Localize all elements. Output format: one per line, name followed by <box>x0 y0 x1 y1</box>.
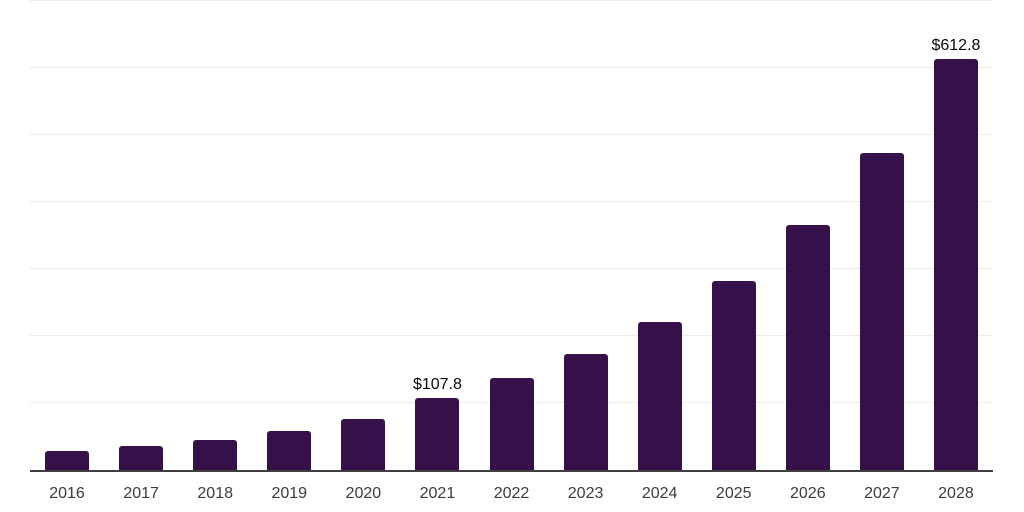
bar-2027 <box>859 152 904 470</box>
gridline-y500 <box>30 134 993 135</box>
gridline-y300 <box>30 268 993 269</box>
x-tick-label-2017: 2017 <box>123 485 159 502</box>
bar-2016 <box>45 450 90 470</box>
x-tick-label-2024: 2024 <box>641 485 678 502</box>
bar-2022 <box>489 378 534 470</box>
gridline-y400 <box>30 201 993 202</box>
x-tick-label-2019: 2019 <box>271 485 308 502</box>
bar-2020 <box>341 419 386 470</box>
x-tick-label-2021: 2021 <box>419 485 456 502</box>
bar-2021 <box>415 397 460 470</box>
x-axis-line <box>30 470 993 472</box>
plot-area: 2016 2017 2018 2019 2020 $107.8 2021 2022 2023 20… <box>30 0 993 502</box>
x-tick-label-2027: 2027 <box>864 485 900 502</box>
x-tick-label-2016: 2016 <box>49 485 85 502</box>
gridline-y200 <box>30 335 993 336</box>
bar-2018 <box>193 439 238 470</box>
value-label-2021: $107.8 <box>412 375 462 393</box>
x-tick-label-2028: 2028 <box>938 485 974 502</box>
x-tick-label-2018: 2018 <box>197 485 233 502</box>
x-tick-label-2023: 2023 <box>567 485 604 502</box>
x-tick-label-2020: 2020 <box>345 485 382 502</box>
bar-2024 <box>637 322 682 470</box>
x-tick-label-2022: 2022 <box>493 485 530 502</box>
bar-2023 <box>563 354 608 470</box>
bar-2025 <box>711 280 756 470</box>
x-tick-label-2025: 2025 <box>715 485 752 502</box>
value-label-2028: $612.8 <box>931 37 981 55</box>
bar-2017 <box>119 446 164 470</box>
bar-2028 <box>933 59 978 470</box>
gridline-y700 <box>30 0 993 1</box>
bar-2019 <box>267 431 312 470</box>
x-tick-label-2026: 2026 <box>790 485 826 502</box>
gridline-y600 <box>30 67 993 68</box>
bar-2026 <box>785 225 830 470</box>
